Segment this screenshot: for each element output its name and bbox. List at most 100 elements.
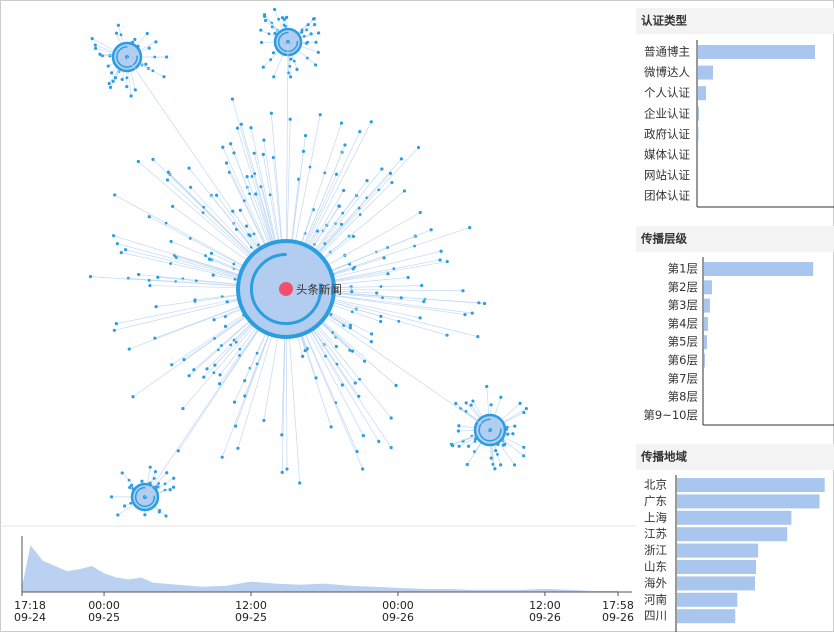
bar bbox=[698, 65, 713, 80]
node bbox=[314, 376, 318, 380]
node bbox=[133, 88, 137, 92]
node bbox=[168, 488, 172, 492]
x-tick-label: 12:00 09-25 bbox=[235, 599, 267, 624]
x-tick-label: 00:00 09-26 bbox=[381, 599, 414, 624]
node bbox=[357, 394, 361, 398]
node bbox=[220, 455, 224, 459]
node bbox=[416, 145, 421, 150]
node bbox=[145, 31, 149, 36]
category-label: 江苏 bbox=[644, 527, 667, 541]
node bbox=[151, 157, 155, 161]
node bbox=[243, 394, 247, 398]
node bbox=[489, 456, 493, 460]
node bbox=[377, 188, 381, 192]
node bbox=[449, 442, 454, 446]
node bbox=[454, 401, 458, 406]
x-tick-label: 00:00 09-25 bbox=[88, 599, 121, 624]
bar bbox=[704, 298, 710, 313]
node bbox=[93, 43, 97, 47]
node bbox=[272, 7, 277, 12]
node bbox=[316, 50, 320, 54]
node bbox=[420, 283, 424, 288]
node bbox=[157, 510, 161, 514]
bar bbox=[698, 106, 699, 121]
node bbox=[232, 262, 236, 266]
node bbox=[182, 358, 186, 362]
node bbox=[204, 254, 207, 258]
node bbox=[329, 425, 333, 429]
panel-title: 传播地域 bbox=[640, 450, 687, 464]
bar bbox=[704, 335, 707, 350]
node bbox=[477, 301, 481, 305]
node bbox=[259, 40, 264, 45]
node bbox=[457, 424, 461, 428]
bar bbox=[677, 592, 738, 607]
node bbox=[301, 354, 305, 358]
node bbox=[268, 193, 272, 197]
node bbox=[518, 401, 522, 405]
bar bbox=[677, 510, 792, 525]
node bbox=[129, 483, 134, 487]
node bbox=[353, 381, 357, 385]
category-label: 第8层 bbox=[668, 390, 698, 404]
category-label: 北京 bbox=[644, 478, 667, 492]
node bbox=[350, 290, 354, 294]
node bbox=[221, 145, 225, 149]
node bbox=[337, 204, 341, 208]
node bbox=[323, 171, 327, 175]
node bbox=[193, 299, 197, 303]
node bbox=[136, 159, 140, 164]
node bbox=[254, 192, 258, 196]
node bbox=[340, 383, 344, 387]
node bbox=[106, 64, 110, 68]
node bbox=[113, 76, 118, 80]
node bbox=[120, 471, 124, 475]
node bbox=[388, 171, 393, 175]
node bbox=[165, 55, 169, 59]
node bbox=[358, 213, 362, 216]
node bbox=[153, 336, 157, 340]
node bbox=[171, 204, 175, 208]
node bbox=[503, 442, 507, 446]
node bbox=[230, 97, 235, 101]
node bbox=[358, 130, 362, 134]
category-label: 个人认证 bbox=[644, 86, 690, 100]
node bbox=[306, 23, 310, 27]
node bbox=[119, 33, 123, 37]
node bbox=[288, 117, 292, 121]
node bbox=[355, 449, 359, 454]
node bbox=[111, 79, 115, 83]
node bbox=[365, 179, 369, 183]
node bbox=[298, 481, 302, 485]
node bbox=[506, 432, 510, 436]
node bbox=[153, 470, 157, 474]
node bbox=[181, 406, 185, 411]
node bbox=[466, 444, 471, 448]
node bbox=[261, 65, 265, 69]
node bbox=[485, 384, 489, 389]
bar bbox=[698, 45, 815, 59]
node bbox=[244, 224, 249, 228]
node bbox=[154, 305, 158, 309]
node bbox=[357, 206, 361, 210]
node bbox=[147, 215, 151, 219]
node bbox=[169, 262, 173, 265]
node bbox=[243, 379, 247, 383]
node bbox=[166, 170, 171, 174]
node bbox=[114, 31, 119, 35]
node bbox=[473, 439, 477, 443]
node bbox=[192, 368, 196, 372]
node bbox=[439, 249, 443, 253]
node bbox=[418, 316, 422, 320]
node bbox=[271, 155, 275, 160]
bar bbox=[677, 576, 755, 591]
node bbox=[305, 56, 309, 60]
node bbox=[341, 211, 345, 215]
category-label: 政府认证 bbox=[644, 127, 690, 141]
category-label: 媒体认证 bbox=[644, 148, 690, 162]
node bbox=[165, 471, 169, 475]
node bbox=[250, 174, 254, 178]
node bbox=[234, 340, 238, 344]
node bbox=[126, 276, 130, 280]
